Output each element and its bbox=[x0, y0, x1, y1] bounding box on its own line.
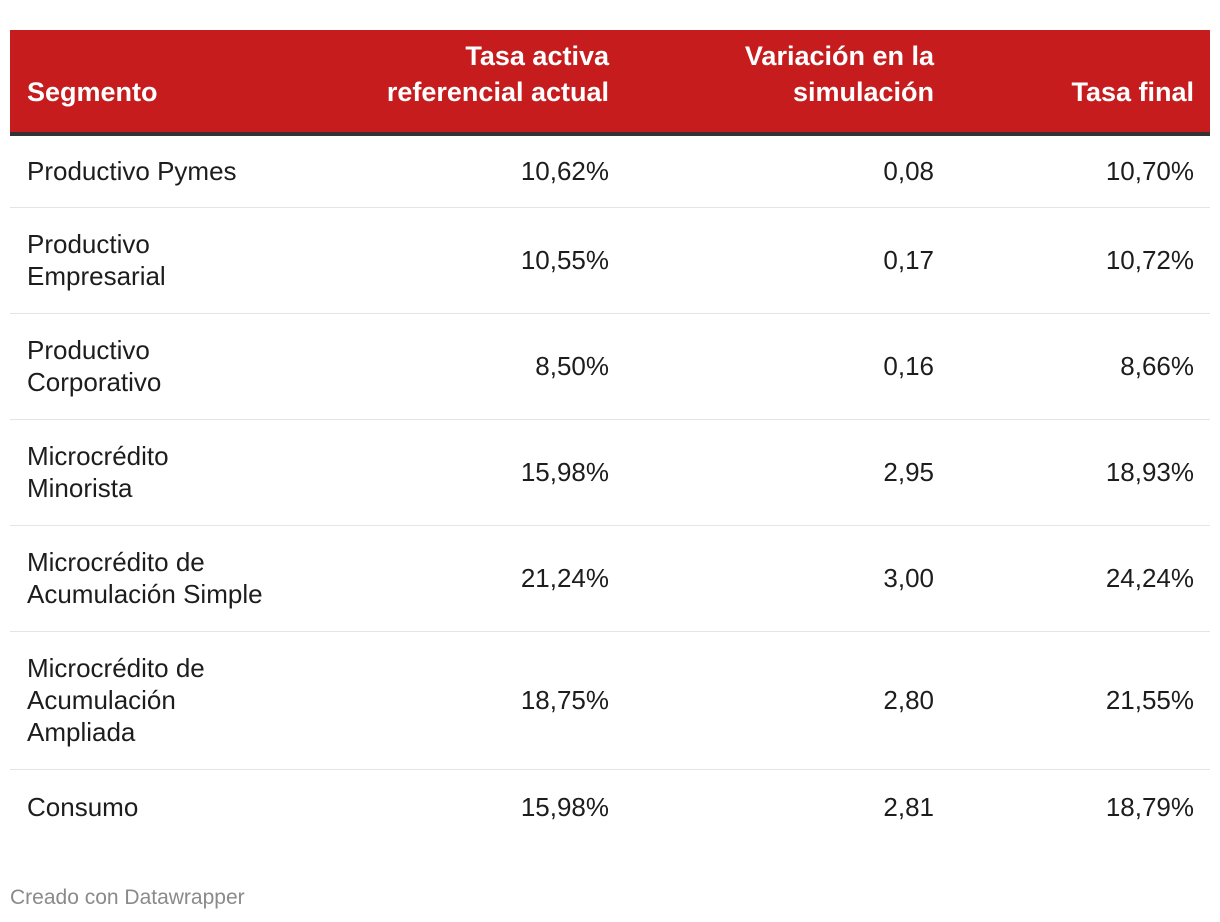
cell-tasa-final: 8,66% bbox=[950, 313, 1210, 420]
cell-tasa-actual: 10,55% bbox=[310, 207, 625, 314]
cell-tasa-final: 18,79% bbox=[1105, 792, 1194, 823]
cell-variacion: 0,17 bbox=[625, 207, 950, 314]
cell-segmento: Productivo Corporativo bbox=[10, 313, 310, 420]
cell-segmento: Microcrédito Minorista bbox=[10, 419, 310, 526]
cell-segmento-text: Microcrédito de Acumulación Simple bbox=[27, 547, 263, 609]
cell-variacion: 3,00 bbox=[625, 525, 950, 632]
cell-tasa-final: 18,93% bbox=[950, 419, 1210, 526]
cell-variacion: 2,80 bbox=[625, 631, 950, 770]
cell-variacion: 0,08 bbox=[625, 134, 950, 208]
table-row: Consumo 15,98% 2,81 18,79% bbox=[10, 769, 1210, 845]
cell-segmento-text: Productivo Corporativo bbox=[27, 335, 162, 397]
cell-tasa-final: 10,70% bbox=[950, 134, 1210, 208]
table-row: Microcrédito Minorista 15,98% 2,95 18,93… bbox=[10, 419, 1210, 526]
table-row: Productivo Corporativo 8,50% 0,16 8,66% bbox=[10, 313, 1210, 420]
cell-tasa-final: 24,24% bbox=[950, 525, 1210, 632]
column-header-segmento: Segmento bbox=[10, 30, 310, 136]
cell-variacion: 2,95 bbox=[625, 419, 950, 526]
cell-tasa-actual: 21,24% bbox=[310, 525, 625, 632]
column-header-variacion: Variación en la simulación bbox=[625, 30, 950, 136]
cell-tasa-actual: 18,75% bbox=[310, 631, 625, 770]
table-row: Productivo Empresarial 10,55% 0,17 10,72… bbox=[10, 207, 1210, 314]
cell-tasa-actual: 15,98% bbox=[520, 792, 609, 823]
data-table-container: Segmento Tasa activa referencial actual … bbox=[10, 30, 1210, 845]
cell-tasa-actual: 15,98% bbox=[310, 419, 625, 526]
table-row: Microcrédito de Acumulación Simple 21,24… bbox=[10, 525, 1210, 632]
cell-variacion: 2,81 bbox=[883, 792, 934, 823]
cell-segmento-text: Microcrédito Minorista bbox=[27, 441, 169, 503]
cell-tasa-final: 10,72% bbox=[950, 207, 1210, 314]
table-row: Microcrédito de Acumulación Ampliada 18,… bbox=[10, 631, 1210, 770]
cell-tasa-actual: 8,50% bbox=[310, 313, 625, 420]
table-body: Productivo Pymes 10,62% 0,08 10,70% Prod… bbox=[10, 134, 1210, 845]
column-header-tasa-final: Tasa final bbox=[950, 30, 1210, 136]
column-header-tasa-actual: Tasa activa referencial actual bbox=[310, 30, 625, 136]
column-header-variacion-text: Variación en la simulación bbox=[744, 41, 934, 107]
cell-segmento: Microcrédito de Acumulación Simple bbox=[10, 525, 310, 632]
cell-segmento: Productivo Empresarial bbox=[10, 207, 310, 314]
cell-variacion: 0,16 bbox=[625, 313, 950, 420]
footer-credit: Creado con Datawrapper bbox=[10, 886, 245, 909]
cell-segmento: Consumo bbox=[27, 792, 139, 823]
column-header-tasa-actual-text: Tasa activa referencial actual bbox=[386, 41, 609, 107]
cell-segmento-text: Productivo Empresarial bbox=[27, 229, 166, 291]
cell-segmento-text: Microcrédito de Acumulación Ampliada bbox=[27, 653, 205, 747]
table-row: Productivo Pymes 10,62% 0,08 10,70% bbox=[10, 134, 1210, 208]
cell-tasa-actual: 10,62% bbox=[310, 134, 625, 208]
table-header: Segmento Tasa activa referencial actual … bbox=[10, 30, 1210, 136]
data-table: Segmento Tasa activa referencial actual … bbox=[10, 30, 1210, 845]
cell-segmento: Microcrédito de Acumulación Ampliada bbox=[10, 631, 310, 770]
cell-tasa-final: 21,55% bbox=[950, 631, 1210, 770]
cell-segmento: Productivo Pymes bbox=[10, 134, 310, 208]
header-row: Segmento Tasa activa referencial actual … bbox=[10, 30, 1210, 136]
